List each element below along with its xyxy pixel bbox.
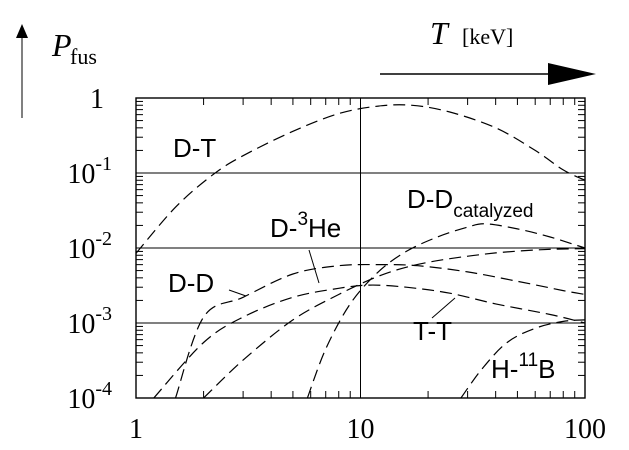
y-tick-label: 10-2 (67, 228, 112, 265)
data-curves (135, 104, 586, 399)
curve-d-t (135, 104, 586, 254)
series-labels: D-T D-Dcatalyzed D-3He D-D T-T H-11B (168, 133, 556, 384)
y-axis-label-subscript: fus (70, 44, 97, 69)
series-label-d-d-catalyzed: D-Dcatalyzed (407, 184, 534, 222)
y-tick-label: 10-1 (67, 153, 112, 190)
x-tick-label: 100 (564, 414, 606, 445)
curve-d-d (174, 263, 586, 399)
series-label-t-t: T-T (413, 316, 452, 346)
x-tick-label: 1 (129, 414, 143, 445)
label-pointer (308, 249, 320, 284)
x-axis-unit: [keV] (462, 24, 513, 49)
tick-labels: 1 10 100 1 10-1 10-2 10-3 10-4 (67, 84, 606, 445)
curve-t-t (153, 284, 586, 399)
curve-d-3he (203, 248, 586, 399)
minor-ticks (136, 98, 585, 398)
curve-h-11b (460, 319, 586, 399)
y-tick-label: 10-4 (67, 378, 112, 415)
x-tick-label: 10 (347, 414, 375, 445)
series-label-d-3he: D-3He (270, 209, 341, 243)
y-axis-label: P (51, 27, 72, 63)
grid-lines (136, 98, 585, 398)
y-axis-arrow (16, 24, 28, 118)
x-axis-arrow (380, 63, 596, 85)
curve-d-d-catalyzed (306, 223, 586, 399)
y-tick-label: 1 (90, 84, 104, 115)
series-label-d-t: D-T (173, 133, 216, 163)
series-label-d-d: D-D (168, 268, 214, 298)
label-pointer (228, 289, 247, 297)
x-axis-label: T (430, 15, 450, 51)
label-pointer (431, 297, 456, 319)
y-tick-label: 10-3 (67, 303, 112, 340)
series-label-h-11b: H-11B (491, 350, 556, 384)
